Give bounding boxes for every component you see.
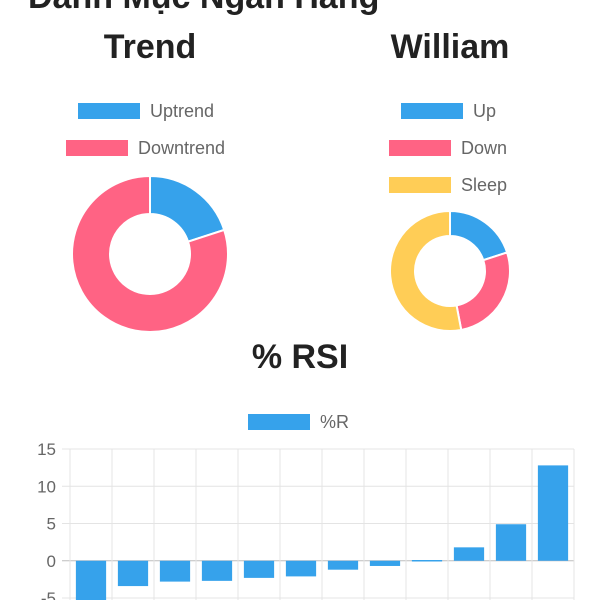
william-legend-down[interactable]: Down bbox=[389, 137, 508, 158]
rsi-bar[interactable] bbox=[453, 547, 485, 561]
legend-swatch bbox=[389, 177, 451, 193]
legend-swatch bbox=[401, 103, 463, 119]
y-tick-label: 5 bbox=[47, 515, 56, 534]
y-tick-label: -5 bbox=[41, 589, 56, 600]
william-slice-sleep[interactable] bbox=[389, 209, 463, 332]
trend-slice-downtrend[interactable] bbox=[71, 174, 229, 333]
william-legend-sleep[interactable]: Sleep bbox=[389, 174, 508, 195]
rsi-bar[interactable] bbox=[159, 560, 191, 582]
legend-label: %R bbox=[320, 411, 350, 432]
rsi-bar[interactable] bbox=[537, 465, 569, 561]
rsi-bar[interactable] bbox=[75, 560, 107, 600]
page-title: Danh Mục Ngân Hàng bbox=[28, 0, 379, 17]
y-tick-label: 10 bbox=[37, 477, 56, 496]
rsi-bar[interactable] bbox=[117, 560, 149, 587]
rsi-bar[interactable] bbox=[327, 560, 359, 570]
legend-label: Downtrend bbox=[138, 137, 226, 158]
trend-legend-downtrend[interactable]: Downtrend bbox=[66, 137, 226, 158]
legend-label: Down bbox=[461, 137, 508, 158]
william-chart-title: William bbox=[390, 28, 510, 66]
trend-legend-uptrend[interactable]: Uptrend bbox=[78, 100, 215, 121]
y-tick-label: 0 bbox=[47, 552, 56, 571]
rsi-bar[interactable] bbox=[411, 560, 443, 562]
legend-label: Uptrend bbox=[150, 100, 215, 121]
legend-swatch bbox=[248, 414, 310, 430]
legend-swatch bbox=[389, 140, 451, 156]
rsi-bar[interactable] bbox=[369, 560, 401, 566]
rsi-bar[interactable] bbox=[495, 524, 527, 561]
rsi-bar[interactable] bbox=[285, 560, 317, 577]
legend-swatch bbox=[78, 103, 140, 119]
rsi-bar[interactable] bbox=[243, 560, 275, 578]
rsi-chart-title: % RSI bbox=[251, 338, 349, 376]
legend-label: Up bbox=[473, 100, 497, 121]
legend-label: Sleep bbox=[461, 174, 508, 195]
rsi-bar[interactable] bbox=[201, 560, 233, 581]
y-tick-label: 15 bbox=[37, 440, 56, 459]
trend-chart-title: Trend bbox=[103, 28, 197, 66]
william-legend-up[interactable]: Up bbox=[401, 100, 497, 121]
legend-swatch bbox=[66, 140, 128, 156]
rsi-legend-r[interactable]: %R bbox=[248, 411, 350, 432]
